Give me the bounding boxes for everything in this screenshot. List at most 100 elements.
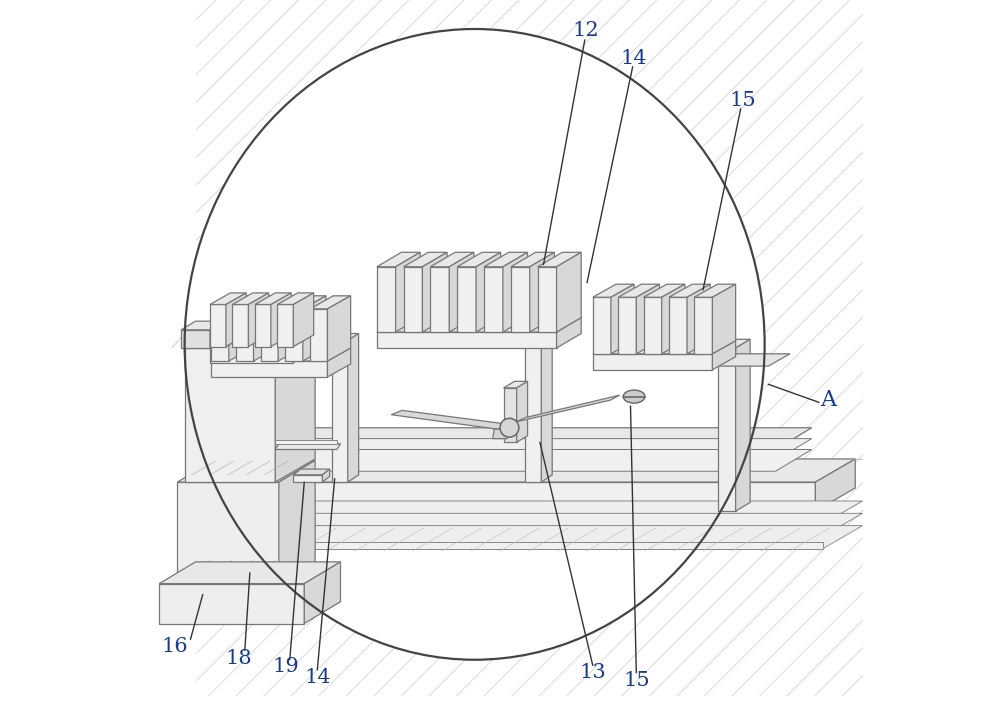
Text: 14: 14 bbox=[621, 49, 647, 67]
Polygon shape bbox=[206, 529, 823, 536]
Polygon shape bbox=[457, 267, 476, 332]
Polygon shape bbox=[261, 296, 301, 309]
Ellipse shape bbox=[623, 390, 645, 403]
Polygon shape bbox=[206, 526, 862, 549]
Polygon shape bbox=[210, 293, 246, 304]
Text: 19: 19 bbox=[273, 658, 300, 676]
Polygon shape bbox=[277, 293, 314, 304]
Polygon shape bbox=[304, 562, 340, 624]
Polygon shape bbox=[669, 284, 710, 297]
Polygon shape bbox=[206, 501, 862, 524]
Polygon shape bbox=[226, 293, 246, 347]
Polygon shape bbox=[396, 252, 420, 332]
Text: 15: 15 bbox=[730, 91, 756, 109]
Polygon shape bbox=[159, 562, 340, 584]
Polygon shape bbox=[229, 296, 252, 361]
Polygon shape bbox=[322, 469, 330, 482]
Polygon shape bbox=[525, 334, 552, 341]
Polygon shape bbox=[310, 296, 351, 309]
Polygon shape bbox=[248, 293, 269, 347]
Bar bbox=[138, 0, 196, 725]
Polygon shape bbox=[476, 252, 501, 332]
Bar bbox=[138, 696, 862, 725]
Polygon shape bbox=[611, 284, 634, 354]
Polygon shape bbox=[449, 252, 474, 332]
Polygon shape bbox=[293, 469, 330, 475]
Polygon shape bbox=[206, 513, 862, 536]
Polygon shape bbox=[404, 267, 422, 332]
Polygon shape bbox=[327, 296, 351, 361]
Polygon shape bbox=[511, 252, 554, 267]
Polygon shape bbox=[211, 309, 229, 361]
Polygon shape bbox=[293, 335, 314, 362]
Polygon shape bbox=[377, 332, 557, 348]
Polygon shape bbox=[210, 321, 224, 348]
Text: 16: 16 bbox=[162, 637, 189, 656]
Polygon shape bbox=[712, 284, 736, 354]
Polygon shape bbox=[236, 309, 254, 361]
Polygon shape bbox=[159, 584, 304, 624]
Text: 18: 18 bbox=[226, 649, 252, 668]
Polygon shape bbox=[279, 460, 315, 584]
Polygon shape bbox=[516, 395, 620, 422]
Polygon shape bbox=[239, 450, 812, 471]
Polygon shape bbox=[192, 482, 815, 511]
Polygon shape bbox=[636, 284, 660, 354]
Polygon shape bbox=[815, 459, 855, 511]
Polygon shape bbox=[669, 297, 687, 354]
Text: 14: 14 bbox=[304, 668, 331, 687]
Polygon shape bbox=[185, 325, 315, 348]
Polygon shape bbox=[255, 293, 291, 304]
Polygon shape bbox=[557, 252, 581, 332]
Polygon shape bbox=[377, 318, 581, 332]
Polygon shape bbox=[211, 348, 351, 361]
Polygon shape bbox=[210, 335, 314, 347]
Polygon shape bbox=[278, 296, 301, 361]
Polygon shape bbox=[348, 334, 359, 482]
Polygon shape bbox=[254, 296, 277, 361]
Polygon shape bbox=[718, 348, 736, 511]
Circle shape bbox=[500, 418, 519, 437]
Text: 15: 15 bbox=[623, 671, 650, 689]
Polygon shape bbox=[275, 444, 340, 450]
Polygon shape bbox=[377, 252, 420, 267]
Polygon shape bbox=[232, 304, 248, 347]
Polygon shape bbox=[618, 284, 660, 297]
Polygon shape bbox=[303, 296, 326, 361]
Polygon shape bbox=[206, 542, 823, 549]
Polygon shape bbox=[593, 297, 611, 354]
Polygon shape bbox=[541, 334, 552, 482]
Polygon shape bbox=[255, 304, 271, 347]
Polygon shape bbox=[181, 321, 224, 330]
Polygon shape bbox=[327, 348, 351, 377]
Polygon shape bbox=[271, 293, 291, 347]
Polygon shape bbox=[525, 341, 541, 482]
Ellipse shape bbox=[185, 29, 765, 660]
Polygon shape bbox=[239, 442, 776, 450]
Polygon shape bbox=[206, 517, 823, 524]
Polygon shape bbox=[332, 341, 348, 482]
Polygon shape bbox=[285, 296, 326, 309]
Polygon shape bbox=[593, 341, 736, 354]
Text: A: A bbox=[820, 389, 836, 411]
Polygon shape bbox=[177, 460, 315, 482]
Polygon shape bbox=[618, 297, 636, 354]
Polygon shape bbox=[530, 252, 554, 332]
Polygon shape bbox=[662, 284, 685, 354]
Polygon shape bbox=[430, 267, 449, 332]
Polygon shape bbox=[236, 296, 277, 309]
Polygon shape bbox=[503, 252, 528, 332]
Polygon shape bbox=[688, 354, 790, 366]
Polygon shape bbox=[484, 267, 503, 332]
Polygon shape bbox=[239, 439, 812, 460]
Polygon shape bbox=[275, 325, 315, 482]
Polygon shape bbox=[277, 304, 293, 347]
Polygon shape bbox=[285, 309, 303, 361]
Polygon shape bbox=[377, 267, 396, 332]
Polygon shape bbox=[538, 267, 557, 332]
Polygon shape bbox=[177, 482, 279, 584]
Polygon shape bbox=[211, 361, 327, 377]
Polygon shape bbox=[332, 334, 359, 341]
Polygon shape bbox=[404, 252, 447, 267]
Polygon shape bbox=[517, 381, 528, 442]
